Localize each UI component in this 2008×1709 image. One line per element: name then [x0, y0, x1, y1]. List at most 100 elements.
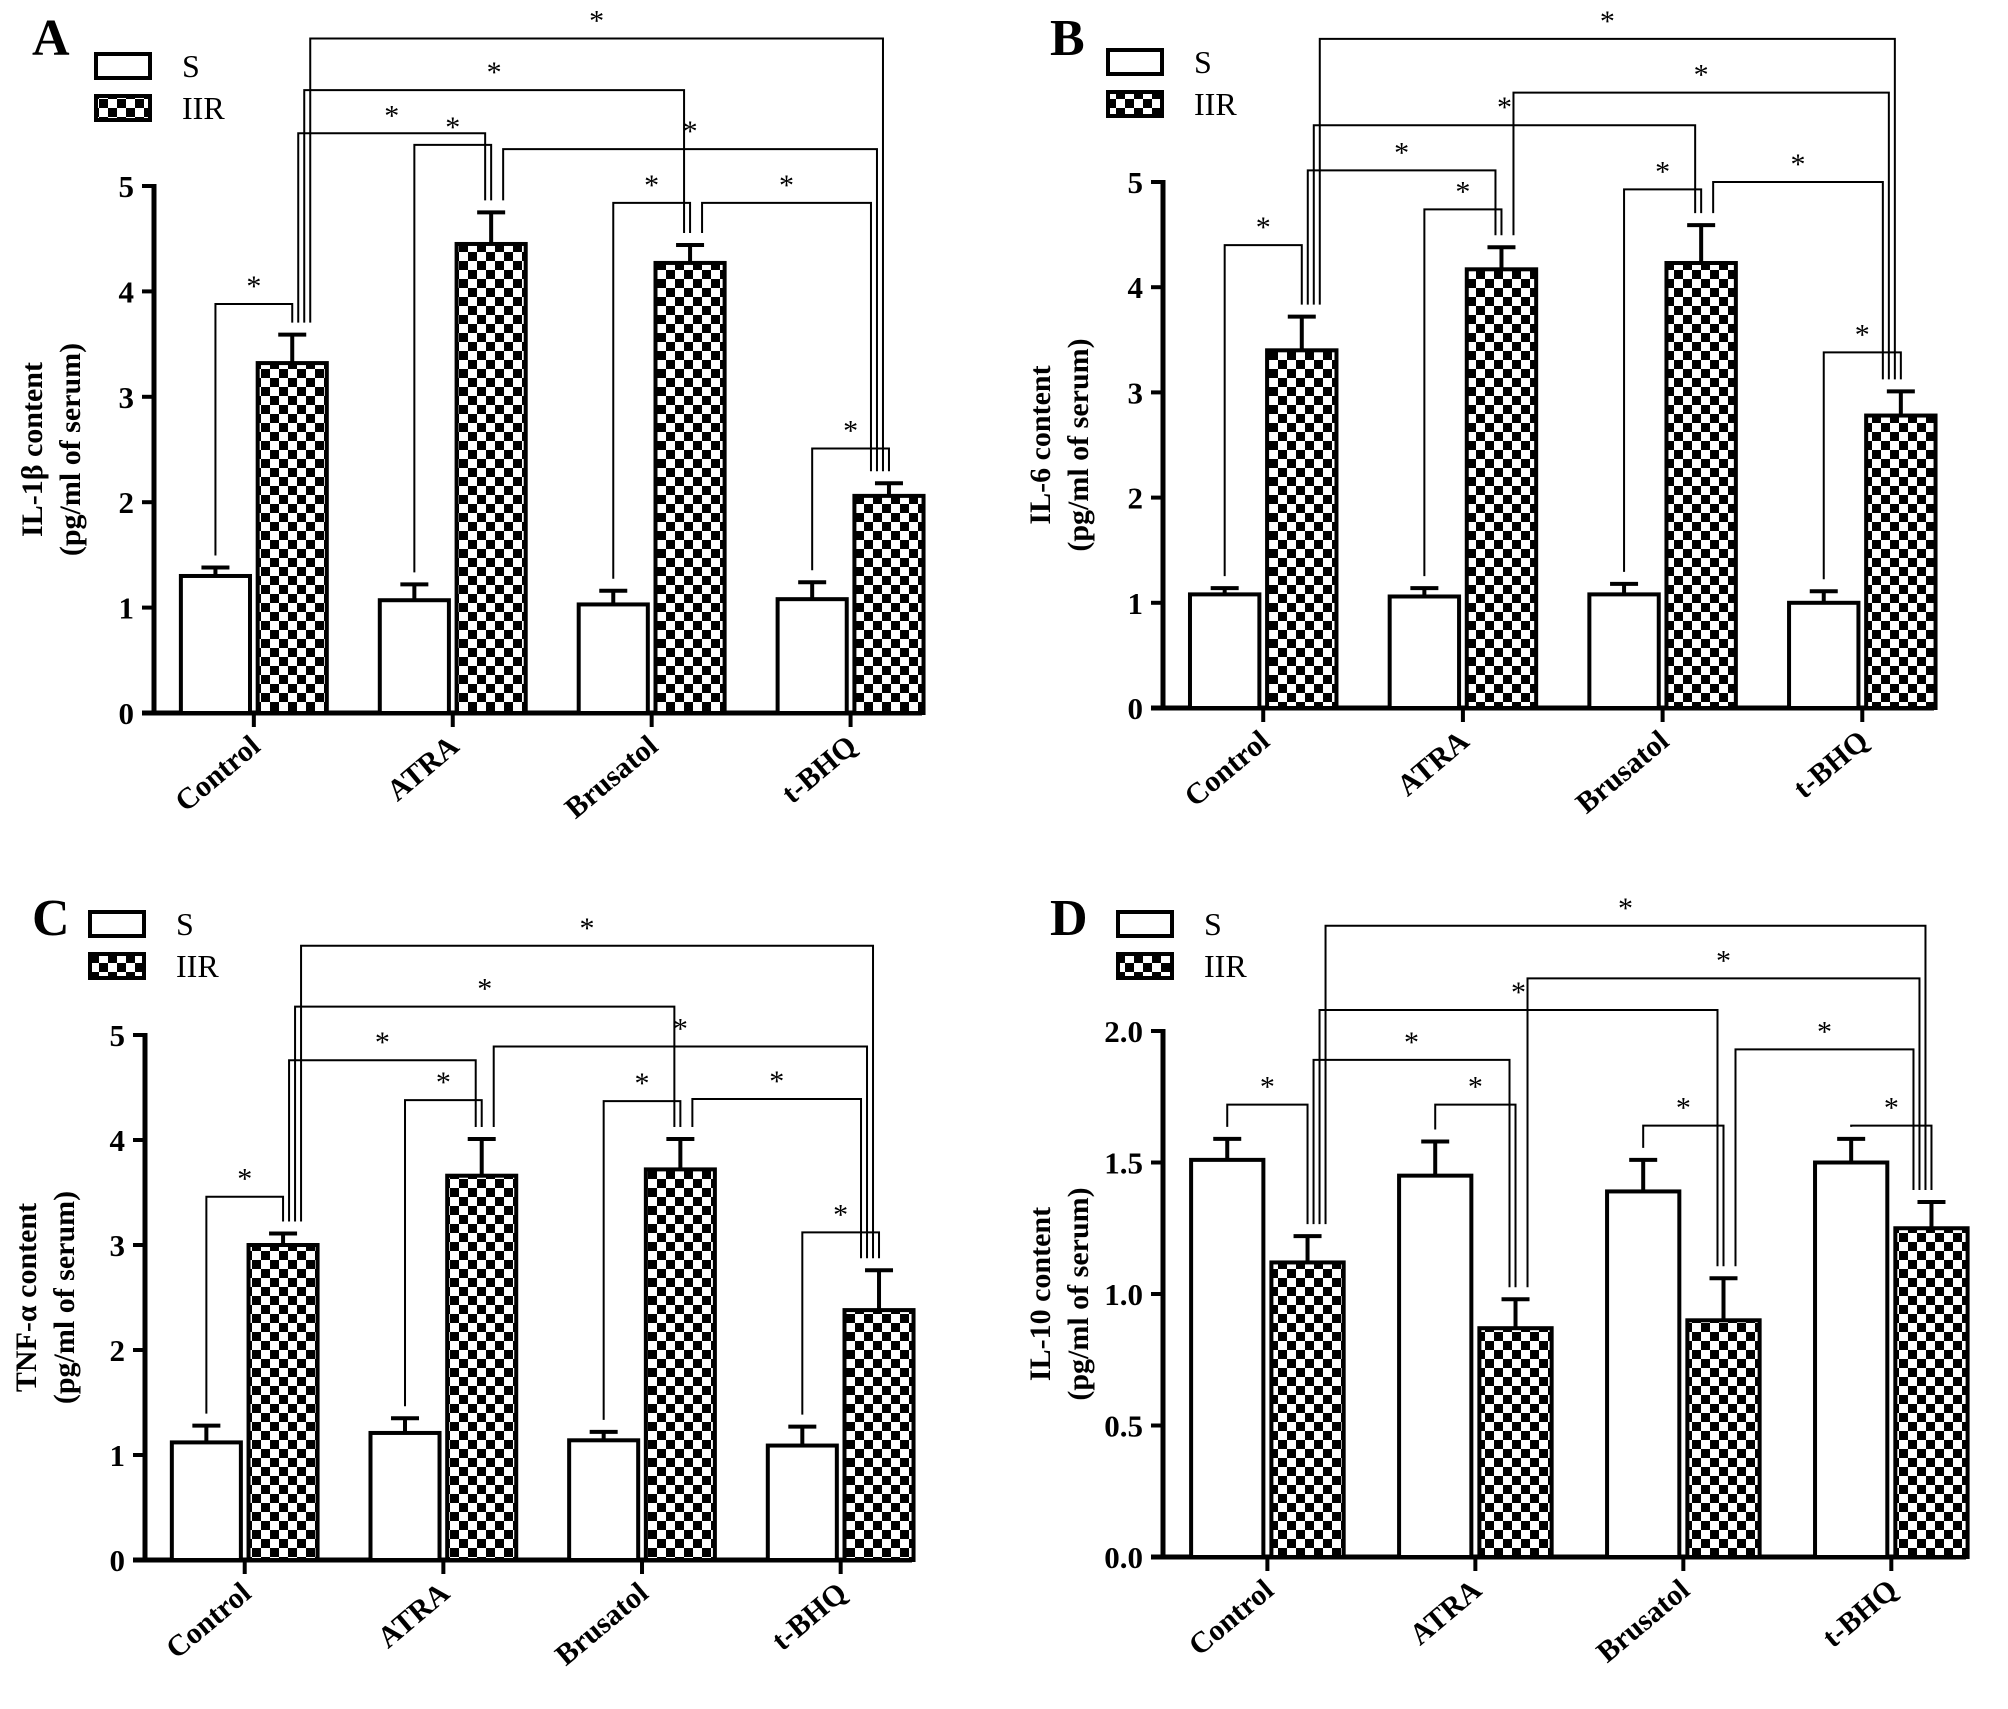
significance-star: *	[580, 912, 595, 945]
bar-iir-t-bhq	[1893, 1226, 1970, 1559]
legend-label: S	[1194, 44, 1212, 80]
bar-s-control	[169, 1440, 243, 1563]
bar-s-atra	[1387, 594, 1462, 710]
x-tick-label: Control	[160, 1576, 257, 1665]
bar-s-brusatol	[567, 1438, 641, 1563]
significance-star: *	[1404, 1026, 1419, 1059]
x-tick-label: t-BHQ	[775, 729, 863, 810]
significance-bracket	[1712, 181, 1884, 380]
x-tick-label: Brusatol	[559, 729, 664, 825]
panel-letter: C	[32, 890, 70, 947]
legend-swatch-s	[1116, 910, 1174, 938]
bar-iir-t-bhq	[1864, 413, 1938, 710]
bar-s-control	[1189, 1157, 1266, 1559]
significance-star: *	[1394, 136, 1409, 169]
bar-iir-brusatol	[1664, 261, 1738, 710]
significance-bracket	[300, 944, 875, 1259]
significance-bracket	[701, 201, 872, 472]
significance-bracket	[214, 303, 294, 556]
y-tick-label: 0	[110, 1543, 126, 1578]
significance-bracket	[1423, 208, 1503, 577]
y-tick-label: 1	[110, 1438, 126, 1473]
significance-star: *	[1497, 91, 1512, 124]
y-axis-label: TNF-α content	[10, 1203, 43, 1392]
bar-iir-brusatol	[653, 260, 727, 715]
significance-star: *	[1884, 1092, 1899, 1125]
significance-star: *	[384, 99, 399, 132]
significance-star: *	[1817, 1015, 1832, 1048]
y-tick-label: 0.5	[1104, 1409, 1143, 1444]
significance-star: *	[1260, 1071, 1275, 1104]
significance-bracket	[1642, 1124, 1725, 1267]
legend-label: IIR	[176, 948, 219, 984]
y-tick-label: 5	[119, 169, 135, 204]
significance-star: *	[779, 169, 794, 202]
significance-bracket	[1526, 977, 1921, 1288]
significance-star: *	[769, 1065, 784, 1098]
bar-s-brusatol	[1605, 1189, 1682, 1560]
y-tick-label: 2	[1128, 481, 1144, 516]
significance-star: *	[1855, 318, 1870, 351]
significance-star: *	[635, 1067, 650, 1100]
y-tick-label: 0	[119, 696, 135, 731]
bar-iir-brusatol	[1685, 1318, 1762, 1560]
y-axis-label: (pg/ml of serum)	[48, 1191, 81, 1404]
significance-bracket	[1318, 37, 1896, 380]
significance-star: *	[1694, 59, 1709, 92]
x-tick-label: Control	[1182, 1573, 1279, 1662]
significance-bracket	[1223, 244, 1303, 577]
significance-bracket	[492, 1045, 869, 1259]
y-tick-label: 5	[1128, 165, 1144, 200]
significance-star: *	[1655, 155, 1670, 188]
significance-bracket	[294, 1005, 676, 1222]
bar-s-atra	[377, 598, 451, 715]
x-tick-label: t-BHQ	[1816, 1573, 1904, 1654]
bar-s-control	[1187, 592, 1262, 710]
legend-swatch-iir	[94, 94, 152, 122]
significance-star: *	[246, 270, 261, 303]
panel-a: A S IIR 0 1 2 3 4 5 IL-1β content (pg/ml of serum)…	[16, 4, 926, 825]
y-tick-label: 3	[1128, 375, 1144, 410]
significance-bracket	[1318, 1008, 1719, 1267]
significance-bracket	[1312, 1058, 1511, 1288]
y-tick-label: 1	[1128, 586, 1144, 621]
significance-bracket	[1623, 188, 1703, 572]
bar-iir-control	[1265, 348, 1339, 710]
bar-s-control	[178, 573, 253, 715]
y-tick-label: 4	[110, 1123, 126, 1158]
significance-star: *	[1716, 944, 1731, 977]
y-axis-label: (pg/ml of serum)	[1062, 1187, 1095, 1400]
significance-bracket	[309, 37, 884, 472]
y-tick-label: 0	[1128, 691, 1144, 726]
significance-star: *	[375, 1026, 390, 1059]
bar-iir-brusatol	[643, 1167, 717, 1563]
y-axis-label: (pg/ml of serum)	[54, 343, 87, 556]
significance-bracket	[288, 1059, 477, 1222]
x-tick-label: Brusatol	[549, 1576, 654, 1672]
significance-bracket	[602, 1100, 682, 1420]
significance-star: *	[477, 973, 492, 1006]
bar-iir-t-bhq	[852, 493, 926, 715]
panel-d: D S IIR 0.0 0.5 1.0 1.5 2.0 IL-10 content (pg/ml …	[1024, 890, 1970, 1669]
significance-bracket	[502, 148, 878, 472]
significance-bracket	[1434, 1103, 1517, 1288]
bar-iir-control	[255, 361, 329, 715]
y-tick-label: 5	[110, 1018, 126, 1053]
legend-swatch-s	[94, 52, 152, 80]
significance-bracket	[1734, 1048, 1915, 1267]
bar-s-brusatol	[1587, 592, 1661, 710]
significance-star: *	[833, 1198, 848, 1231]
bar-iir-control	[1269, 1260, 1346, 1559]
significance-star: *	[1256, 211, 1271, 244]
legend-label: S	[176, 906, 194, 942]
y-tick-label: 4	[1128, 270, 1144, 305]
significance-bracket	[205, 1195, 285, 1414]
bar-iir-atra	[454, 241, 528, 715]
significance-bracket	[1850, 1124, 1933, 1190]
significance-star: *	[843, 414, 858, 447]
bar-s-atra	[1397, 1173, 1474, 1560]
bar-s-t-bhq	[1787, 600, 1861, 710]
y-tick-label: 4	[119, 274, 135, 309]
y-tick-label: 3	[110, 1228, 126, 1263]
y-axis-label: IL-6 content	[1024, 365, 1057, 524]
